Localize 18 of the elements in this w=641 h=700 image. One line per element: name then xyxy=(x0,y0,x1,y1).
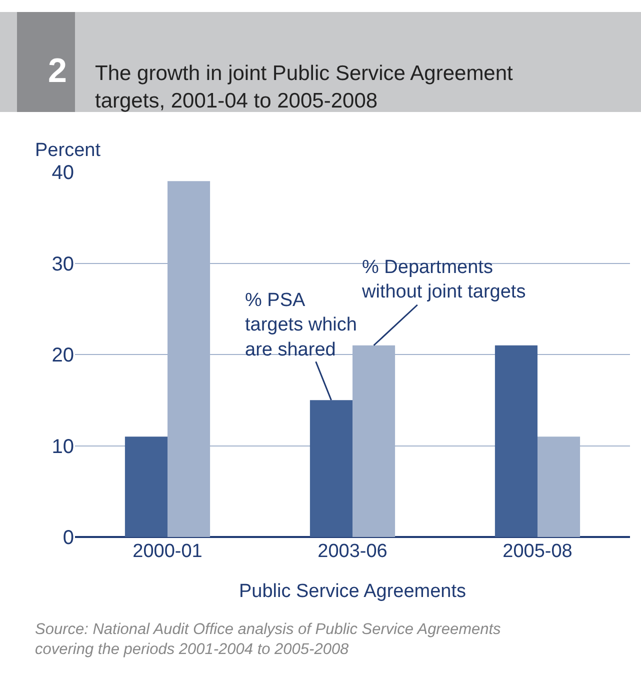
x-axis-title: Public Service Agreements xyxy=(238,580,466,602)
x-tick-label: 2003-06 xyxy=(318,541,388,562)
chart-title: The growth in joint Public Service Agreement targets, 2001-04 to 2005-2008 xyxy=(95,62,514,112)
bar xyxy=(494,345,538,537)
y-tick-label: 30 xyxy=(52,253,74,276)
x-tick-label: 2000-01 xyxy=(132,541,202,562)
bar xyxy=(310,400,352,537)
y-tick-label: 40 xyxy=(52,162,74,184)
text: % Departments without joint targets xyxy=(361,257,526,303)
y-axis-title: Percent xyxy=(35,140,102,161)
text: 2 xyxy=(48,52,67,90)
y-tick-label: 20 xyxy=(52,344,74,366)
source-note: Source: National Audit Office analysis of Public Service Agreements covering the periods 2001-2004 to 2005-2008 xyxy=(35,621,502,658)
x-tick-label: 2005-08 xyxy=(502,541,572,562)
text: % PSA targets which are shared xyxy=(245,290,357,360)
bar xyxy=(124,436,168,537)
y-tick-label: 0 xyxy=(62,527,74,549)
y-tick-label: 10 xyxy=(52,436,74,458)
